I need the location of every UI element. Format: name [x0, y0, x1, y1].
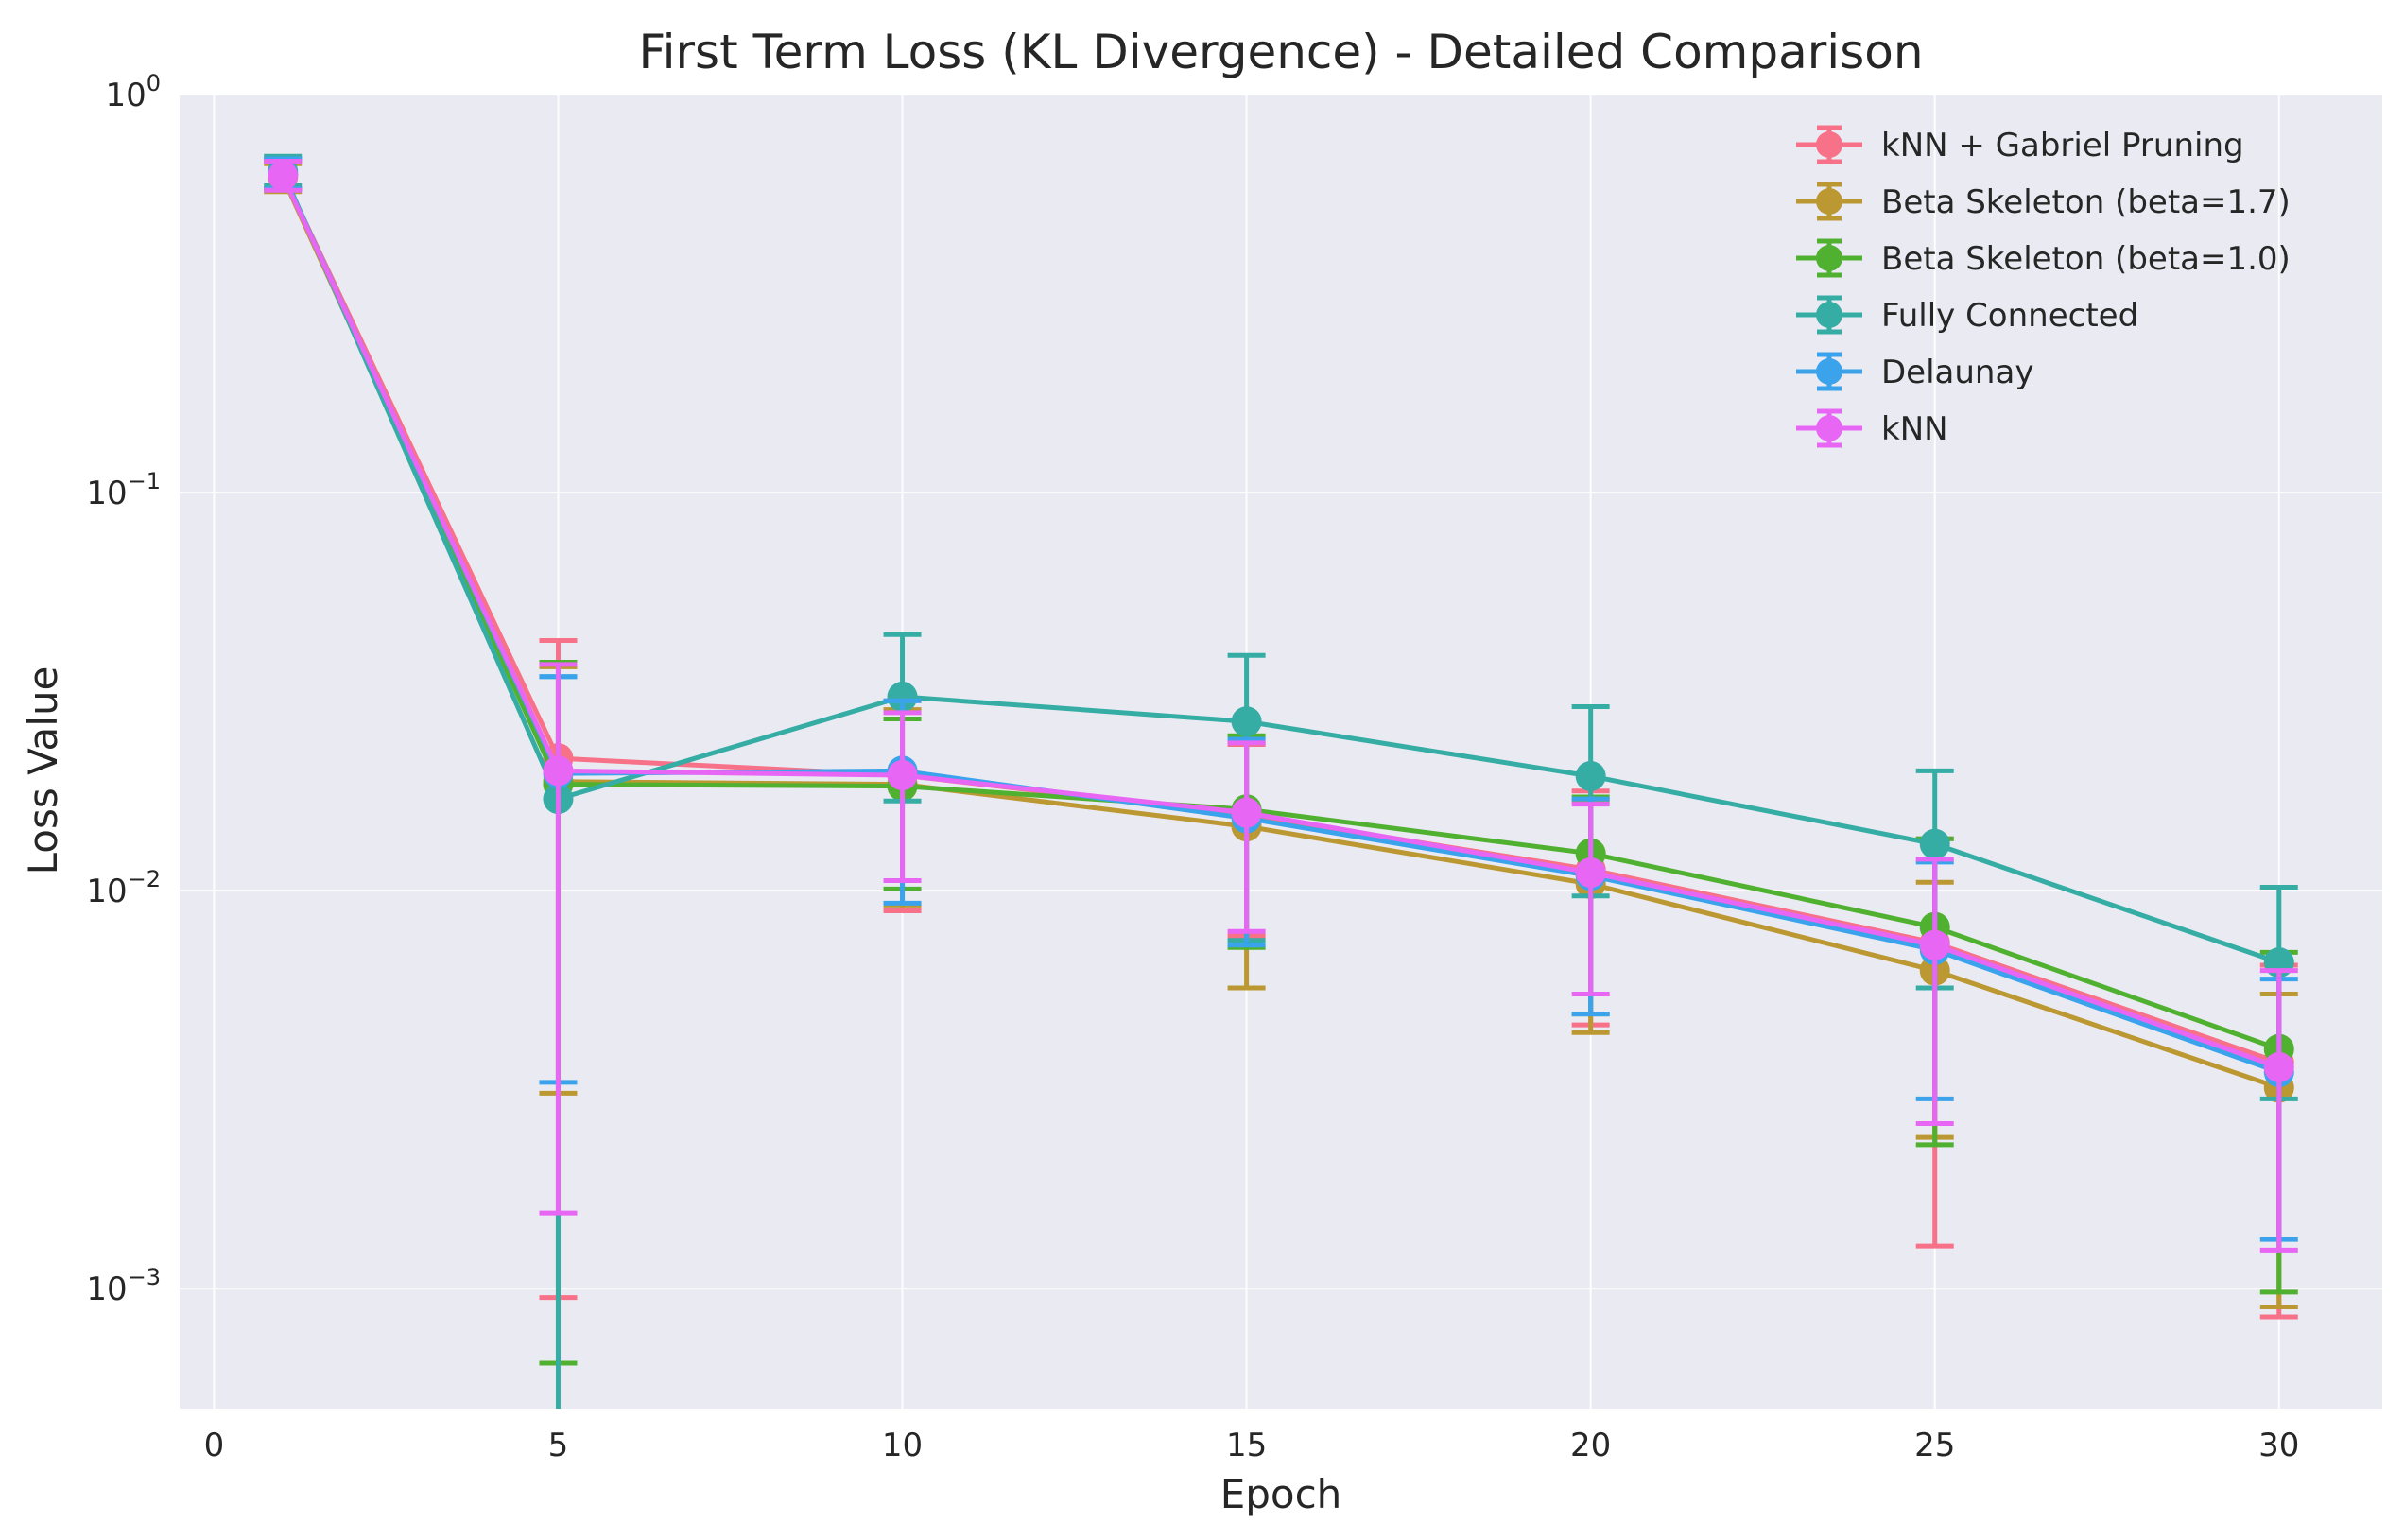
- legend-item: Beta Skeleton (beta=1.0): [1796, 238, 2291, 278]
- data-point: [268, 160, 299, 191]
- data-point: [1919, 828, 1950, 859]
- x-tick-label: 15: [1226, 1427, 1267, 1464]
- legend-label: Fully Connected: [1881, 297, 2138, 335]
- y-tick-label: 100: [105, 70, 161, 114]
- data-point: [1231, 797, 1262, 828]
- legend-label: kNN: [1881, 410, 1948, 448]
- legend-item: kNN: [1796, 408, 1948, 448]
- x-tick-label: 25: [1914, 1427, 1955, 1464]
- legend-marker: [1816, 358, 1842, 385]
- data-point: [1575, 760, 1606, 791]
- legend-marker: [1816, 188, 1842, 215]
- legend-item: Delaunay: [1796, 352, 2033, 391]
- legend-label: Beta Skeleton (beta=1.0): [1881, 240, 2291, 278]
- y-tick-label: 10−2: [86, 866, 161, 910]
- y-axis-label: Loss Value: [20, 666, 66, 875]
- x-axis-label: Epoch: [1220, 1471, 1342, 1517]
- x-tick-label: 20: [1570, 1427, 1611, 1464]
- y-tick-label: 10−3: [86, 1264, 161, 1308]
- x-tick-label: 30: [2258, 1427, 2299, 1464]
- data-point: [887, 760, 918, 791]
- x-tick-label: 10: [882, 1427, 923, 1464]
- x-tick-label: 5: [548, 1427, 569, 1464]
- series-5: [264, 159, 2298, 1253]
- y-tick-labels: 10−3 10−2 10−1 100: [86, 70, 161, 1308]
- data-point: [543, 755, 574, 787]
- chart-title: First Term Loss (KL Divergence) - Detail…: [638, 25, 1923, 79]
- data-point: [2263, 1051, 2294, 1082]
- data-point: [1919, 929, 1950, 960]
- x-tick-label: 0: [204, 1427, 225, 1464]
- series-layer: [264, 153, 2298, 1409]
- data-point: [887, 682, 918, 713]
- legend-marker: [1816, 245, 1842, 271]
- legend-item: Fully Connected: [1796, 295, 2138, 335]
- legend-label: kNN + Gabriel Pruning: [1881, 127, 2244, 164]
- legend-item: Beta Skeleton (beta=1.7): [1796, 182, 2291, 221]
- y-tick-label: 10−1: [86, 468, 161, 512]
- plot-background: [180, 95, 2382, 1409]
- legend: kNN + Gabriel Pruning Beta Skeleton (beta…: [1796, 125, 2291, 448]
- data-point: [1575, 857, 1606, 889]
- legend-marker: [1816, 131, 1842, 158]
- legend-marker: [1816, 302, 1842, 328]
- legend-item: kNN + Gabriel Pruning: [1796, 125, 2244, 164]
- data-point: [1231, 706, 1262, 737]
- legend-label: Delaunay: [1881, 354, 2033, 391]
- x-tick-labels: 0 5 10 15 20 25 30: [204, 1427, 2300, 1464]
- legend-label: Beta Skeleton (beta=1.7): [1881, 183, 2291, 221]
- legend-marker: [1816, 415, 1842, 441]
